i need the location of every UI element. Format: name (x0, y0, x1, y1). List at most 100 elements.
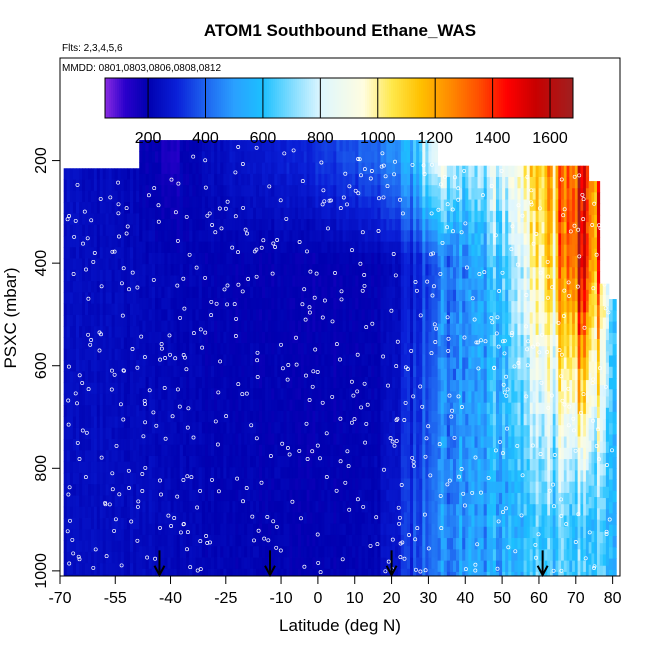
heatmap-cell (195, 320, 200, 333)
heatmap-cell (345, 207, 350, 220)
heatmap-cell (72, 540, 77, 553)
heatmap-cell (336, 489, 340, 502)
heatmap-cell (198, 309, 203, 321)
heatmap-cell (111, 179, 116, 192)
heatmap-cell (214, 501, 218, 513)
heatmap-cell (173, 422, 178, 434)
heatmap-cell (130, 202, 134, 214)
heatmap-cell (164, 523, 168, 536)
heatmap-cell (79, 382, 83, 395)
heatmap-cell (253, 331, 257, 344)
heatmap-cell (226, 354, 230, 367)
heatmap-cell (176, 219, 181, 231)
heatmap-cell (69, 393, 74, 406)
heatmap-cell (440, 470, 445, 483)
heatmap-cell (111, 529, 116, 542)
heatmap-cell (117, 529, 122, 542)
heatmap-cell (204, 388, 209, 400)
heatmap-cell (355, 241, 359, 254)
heatmap-cell (274, 444, 278, 457)
heatmap-cell (223, 298, 227, 310)
heatmap-cell (395, 399, 399, 412)
heatmap-cell (327, 264, 331, 276)
heatmap-cell (400, 219, 405, 231)
heatmap-cell (207, 173, 212, 186)
heatmap-cell (312, 309, 316, 321)
heatmap-cell (250, 320, 254, 333)
heatmap-cell (452, 425, 457, 437)
heatmap-cell (192, 557, 196, 570)
heatmap-cell (142, 275, 146, 288)
heatmap-cell (99, 563, 104, 575)
heatmap-cell (416, 433, 420, 446)
heatmap-cell (371, 489, 375, 502)
heatmap-cell (123, 382, 128, 395)
heatmap-cell (85, 168, 89, 180)
heatmap-cell (244, 275, 248, 288)
heatmap-cell (85, 450, 89, 463)
heatmap-cell (386, 219, 390, 231)
heatmap-cell (151, 568, 156, 577)
heatmap-cell (419, 298, 423, 310)
heatmap-cell (145, 546, 150, 558)
heatmap-cell (229, 264, 233, 276)
heatmap-cell (400, 207, 405, 220)
heatmap-cell (367, 275, 372, 288)
heatmap-cell (96, 258, 101, 271)
heatmap-cell (247, 173, 251, 186)
heatmap-cell (397, 557, 402, 570)
heatmap-cell (220, 444, 224, 457)
heatmap-cell (167, 354, 171, 367)
heatmap-cell (244, 264, 248, 276)
heatmap-cell (123, 529, 128, 542)
heatmap-cell (145, 343, 150, 355)
heatmap-cell (330, 298, 334, 310)
heatmap-cell (298, 173, 302, 186)
heatmap-cell (256, 444, 260, 457)
heatmap-cell (226, 399, 230, 412)
heatmap-cell (392, 523, 396, 536)
heatmap-cell (253, 207, 257, 220)
heatmap-cell (309, 140, 313, 152)
heatmap-cell (117, 348, 122, 361)
heatmap-cell (289, 264, 293, 276)
heatmap-cell (256, 252, 260, 265)
heatmap-cell (99, 484, 104, 496)
heatmap-cell (211, 512, 215, 525)
heatmap-cell (277, 433, 281, 446)
heatmap-cell (111, 540, 116, 553)
heatmap-cell (300, 546, 305, 558)
heatmap-cell (425, 512, 429, 525)
heatmap-cell (123, 540, 128, 553)
heatmap-cell (99, 326, 104, 338)
heatmap-cell (244, 444, 248, 457)
heatmap-cell (142, 264, 146, 276)
heatmap-cell (309, 377, 313, 389)
heatmap-cell (186, 489, 190, 502)
heatmap-cell (102, 235, 107, 248)
heatmap-cell (158, 286, 162, 299)
heatmap-cell (386, 286, 390, 299)
heatmap-cell (342, 365, 347, 378)
heatmap-cell (361, 568, 366, 577)
heatmap-cell (258, 501, 263, 513)
heatmap-cell (327, 320, 331, 333)
heatmap-cell (268, 140, 272, 152)
heatmap-cell (85, 371, 89, 384)
heatmap-cell (413, 309, 417, 321)
heatmap-cell (223, 354, 227, 367)
heatmap-cell (397, 151, 402, 164)
heatmap-cell (271, 241, 275, 254)
heatmap-cell (437, 176, 442, 189)
heatmap-cell (170, 264, 174, 276)
heatmap-cell (173, 140, 178, 152)
heatmap-cell (371, 568, 375, 577)
heatmap-cell (318, 264, 322, 276)
heatmap-cell (358, 455, 362, 468)
heatmap-cell (437, 391, 442, 404)
heatmap-cell (403, 478, 408, 491)
heatmap-cell (136, 405, 140, 417)
heatmap-cell (392, 140, 396, 152)
heatmap-cell (148, 399, 153, 412)
heatmap-cell (312, 264, 316, 276)
